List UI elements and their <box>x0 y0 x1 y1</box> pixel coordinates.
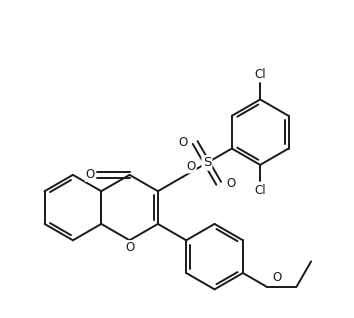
Text: O: O <box>85 168 95 181</box>
Text: S: S <box>203 156 211 169</box>
Text: Cl: Cl <box>255 68 266 81</box>
Text: O: O <box>187 160 196 173</box>
Text: O: O <box>272 271 281 284</box>
Text: Cl: Cl <box>255 184 266 197</box>
Text: O: O <box>227 177 236 190</box>
Text: O: O <box>178 136 187 149</box>
Text: O: O <box>125 241 134 254</box>
